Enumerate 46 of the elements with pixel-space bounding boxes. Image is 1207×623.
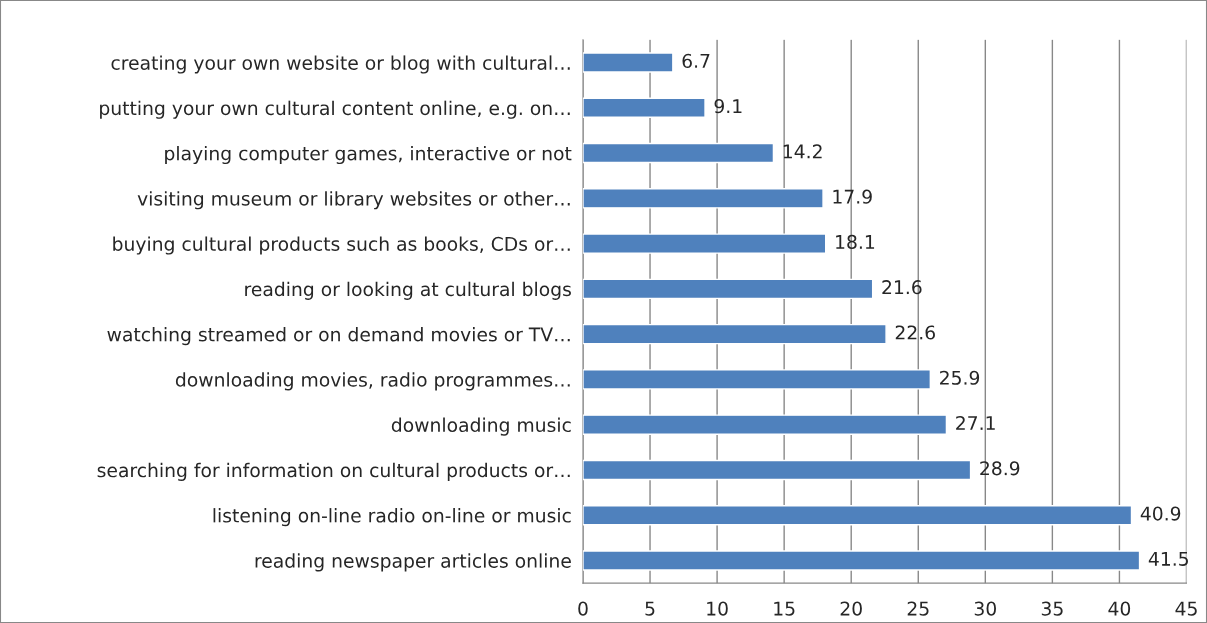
y-tick-label: reading newspaper articles online — [255, 553, 571, 572]
y-tick-label: visiting museum or library websites or other… — [137, 191, 570, 210]
bar — [582, 233, 827, 254]
data-label: 22.6 — [895, 325, 935, 340]
bar — [582, 369, 932, 390]
x-tick-label: 5 — [645, 601, 655, 616]
data-label: 14.2 — [783, 144, 822, 159]
x-tick-label: 40 — [1108, 601, 1131, 616]
bar — [582, 97, 706, 118]
y-tick-label: buying cultural products such as books, CDs or… — [113, 236, 570, 255]
bar — [582, 278, 874, 300]
y-tick-label: putting your own cultural content online, e.g. on… — [100, 100, 570, 119]
x-tick-label: 30 — [974, 601, 996, 616]
x-tick-label: 0 — [578, 601, 588, 616]
bar — [582, 52, 674, 73]
data-label: 17.9 — [833, 189, 872, 204]
bar — [582, 505, 1133, 526]
data-label: 40.9 — [1140, 506, 1181, 521]
data-label: 6.7 — [682, 53, 710, 68]
y-tick-label: downloading music — [391, 417, 571, 436]
data-label: 25.9 — [940, 370, 980, 385]
bar — [582, 188, 824, 209]
x-tick-label: 10 — [707, 601, 728, 616]
x-tick-label: 45 — [1175, 601, 1197, 616]
x-tick-label: 35 — [1041, 601, 1063, 616]
y-tick-label: watching streamed or on demand movies or TV… — [107, 327, 570, 346]
y-tick-label: listening on-line radio on-line or music — [213, 508, 571, 527]
x-tick-label: 20 — [840, 601, 862, 616]
bar — [582, 459, 972, 481]
x-tick-label: 15 — [774, 601, 795, 616]
data-label: 9.1 — [714, 99, 742, 114]
data-label: 41.5 — [1148, 552, 1188, 566]
y-tick-label: searching for information on cultural products or… — [97, 462, 570, 481]
y-tick-label: creating your own website or blog with cultural… — [111, 55, 570, 74]
data-label: 27.1 — [956, 415, 995, 430]
bar — [582, 323, 887, 345]
bar — [582, 414, 948, 435]
y-tick-label: reading or looking at cultural blogs — [245, 281, 571, 300]
x-tick-label: 25 — [907, 601, 929, 616]
bar — [582, 550, 1141, 571]
y-tick-label: downloading movies, radio programmes… — [175, 372, 570, 391]
data-label: 21.6 — [882, 280, 922, 295]
y-tick-label: playing computer games, interactive or not — [165, 145, 572, 165]
data-label: 18.1 — [836, 234, 875, 250]
data-label: 28.9 — [980, 461, 1020, 476]
bar — [582, 142, 775, 164]
